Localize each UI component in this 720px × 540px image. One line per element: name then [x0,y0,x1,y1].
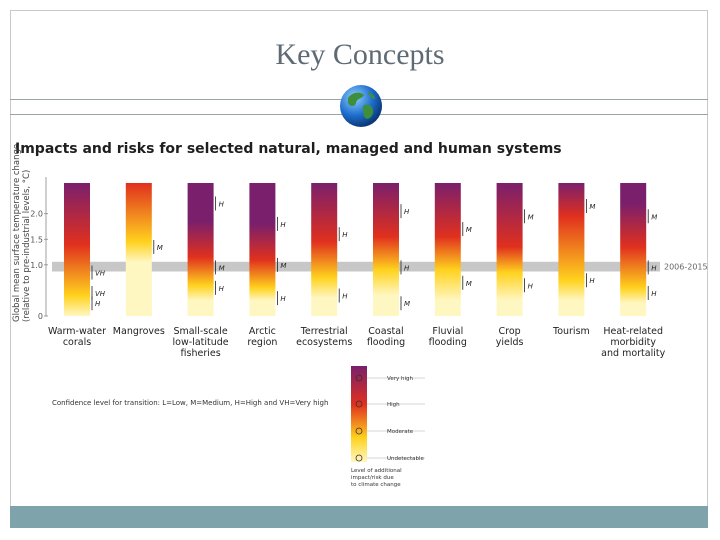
category-label: region [247,337,277,348]
legend-level-label: Moderate [387,429,414,435]
footer-bar [10,506,708,528]
confidence-label: H [280,221,286,229]
legend-level-label: Very high [387,376,413,382]
confidence-label: M [280,262,286,270]
confidence-label: M [157,244,163,252]
confidence-label: H [589,277,595,285]
legend-marker [355,400,363,408]
confidence-label: H [651,290,657,298]
category-label: Fluvial [432,326,463,337]
impact-bar [311,183,338,316]
category-label: Heat-related [603,326,663,337]
category-label: morbidity [610,337,656,348]
category-label: flooding [429,337,467,348]
confidence-label: H [280,295,286,303]
impact-bar [125,183,152,316]
confidence-label: H [528,282,534,290]
confidence-label: M [528,213,534,221]
category-label: flooding [367,337,405,348]
category-label: fisheries [181,348,221,359]
confidence-label: H [404,208,410,216]
legend-title: Level of additional [351,468,402,474]
globe-icon [340,85,382,127]
confidence-note: Confidence level for transition: L=Low, … [52,399,328,407]
confidence-label: M [466,226,472,234]
confidence-label: H [404,264,410,272]
category-label: Arctic [249,326,276,337]
reference-band-label: 2006-2015 [664,263,708,272]
y-tick-label: 2.0 [30,210,43,219]
category-label: and mortality [601,348,665,359]
impact-bar [620,183,647,316]
confidence-label: M [219,264,225,272]
confidence-label: H [219,200,225,208]
confidence-label: VH [95,290,106,298]
legend-title: impact/risk due [351,475,394,481]
legend-level-label: High [387,402,400,408]
confidence-label: H [651,264,657,272]
y-tick-label: 1.5 [30,235,43,244]
category-label: ecosystems [296,337,352,348]
legend-marker [355,454,363,462]
confidence-label: H [95,300,101,308]
confidence-label: VH [95,270,106,278]
confidence-label: H [342,293,348,301]
impact-bar [64,183,90,316]
impact-bar [434,183,461,316]
category-label: Mangroves [113,326,165,337]
legend-colorbar [351,366,367,462]
slide-title: Key Concepts [275,38,445,71]
legend-title: to climate change [351,482,401,488]
y-axis-label-units: (relative to pre-industrial levels, °C) [22,170,32,322]
category-label: Crop [499,326,521,337]
category-label: Coastal [368,326,403,337]
category-label: Terrestrial [300,326,348,337]
impact-bar [558,183,585,316]
category-label: low-latitude [173,337,229,348]
confidence-label: M [466,280,472,288]
reference-band [52,261,660,272]
category-label: Tourism [552,326,590,337]
impact-bar [373,183,399,316]
category-label: Warm-water [48,326,106,337]
impact-bar [187,183,214,316]
y-tick-label: 0 [38,312,43,321]
category-label: yields [496,337,524,348]
y-axis-label: Global mean surface temperature change [12,144,22,322]
legend-marker [355,374,363,382]
chart-title: Impacts and risks for selected natural, … [15,141,562,157]
y-tick-label: 1.0 [30,261,43,270]
legend-marker [355,427,363,435]
category-label: Small-scale [173,326,227,337]
legend-level-label: Undetectable [387,456,424,462]
impact-bar [249,183,276,316]
confidence-label: M [404,300,410,308]
confidence-label: H [342,231,348,239]
confidence-label: M [589,203,595,211]
category-label: corals [63,337,91,348]
confidence-label: M [651,213,657,221]
confidence-label: H [219,285,225,293]
impact-bar [496,183,523,316]
